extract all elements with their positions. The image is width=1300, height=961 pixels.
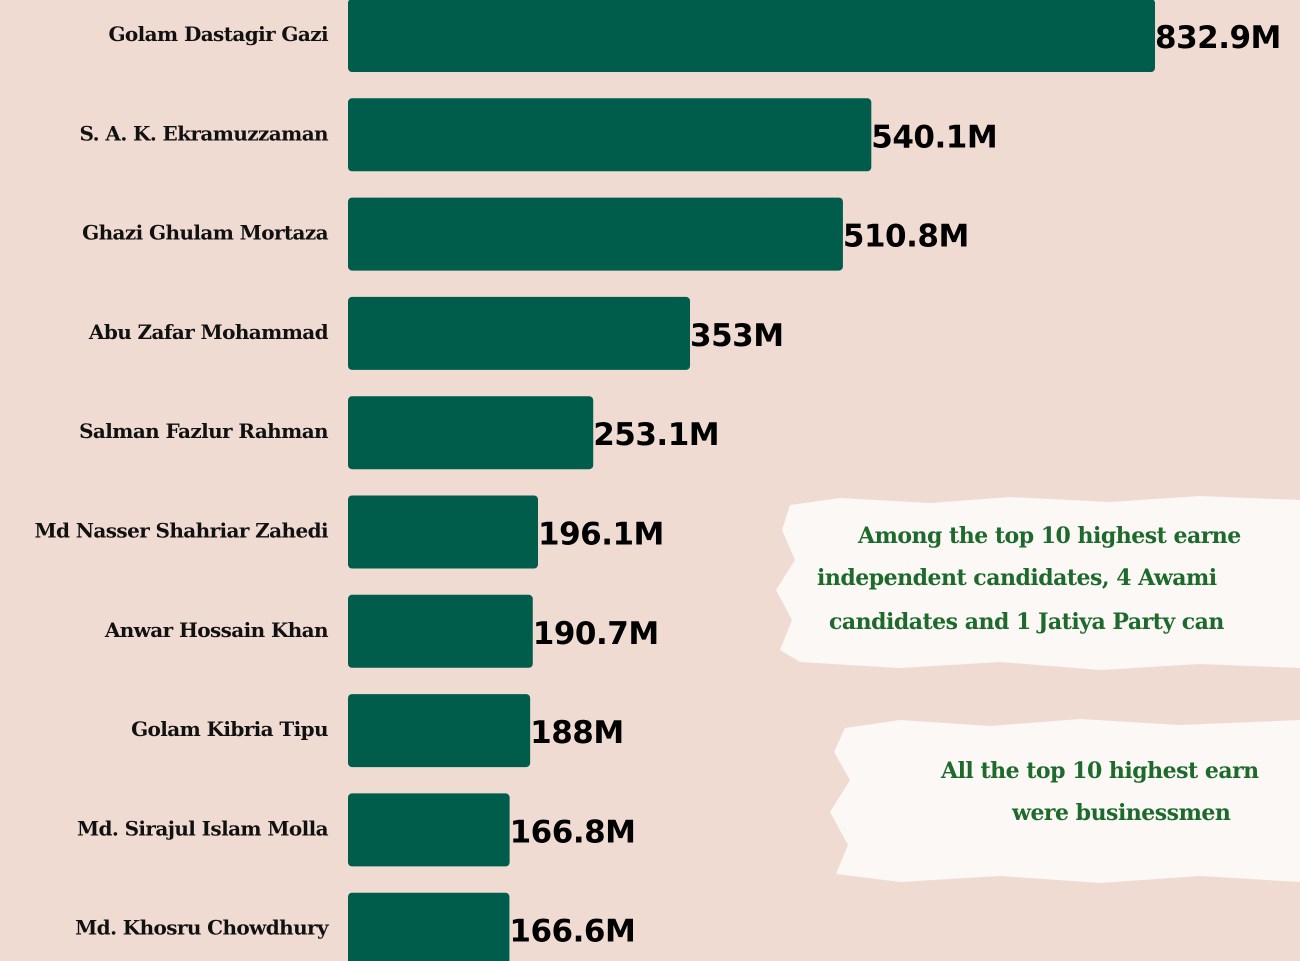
note-box: [776, 496, 1300, 670]
category-label: Golam Kibria Tipu: [131, 717, 328, 741]
bar: [348, 98, 872, 172]
annotation: independent candidates, 4 Awami: [817, 565, 1217, 591]
bar: [348, 892, 510, 961]
annotation: Among the top 10 highest earne: [857, 523, 1241, 549]
value-label: 540.1M: [871, 119, 997, 155]
bar: [348, 197, 843, 271]
category-label: Md Nasser Shahriar Zahedi: [34, 519, 329, 543]
bar: [348, 0, 1155, 72]
value-label: 832.9M: [1155, 20, 1281, 56]
category-label: Anwar Hossain Khan: [104, 618, 329, 642]
category-label: Ghazi Ghulam Mortaza: [82, 221, 329, 245]
category-label: S. A. K. Ekramuzzaman: [80, 121, 330, 145]
annotation: All the top 10 highest earn: [940, 758, 1259, 784]
value-label: 166.6M: [509, 914, 635, 950]
category-label: Salman Fazlur Rahman: [79, 419, 329, 443]
value-label: 353M: [690, 318, 784, 354]
value-label: 166.8M: [510, 814, 636, 850]
bar: [348, 296, 691, 370]
bar: [348, 793, 510, 867]
value-label: 196.1M: [538, 517, 664, 553]
value-label: 190.7M: [533, 616, 659, 652]
bar: [348, 594, 533, 668]
category-label: Md. Khosru Chowdhury: [75, 916, 330, 940]
category-label: Md. Sirajul Islam Molla: [77, 816, 329, 840]
category-label: Abu Zafar Mohammad: [88, 320, 329, 344]
value-label: 188M: [530, 715, 624, 751]
annotation: candidates and 1 Jatiya Party can: [829, 609, 1224, 635]
value-label: 510.8M: [843, 219, 969, 255]
bar: [348, 396, 594, 470]
value-label: 253.1M: [593, 417, 719, 453]
note-box: [830, 719, 1300, 883]
bar: [348, 495, 539, 569]
category-label: Golam Dastagir Gazi: [108, 22, 329, 46]
annotation: were businessmen: [1011, 800, 1231, 826]
bar: [348, 694, 531, 768]
